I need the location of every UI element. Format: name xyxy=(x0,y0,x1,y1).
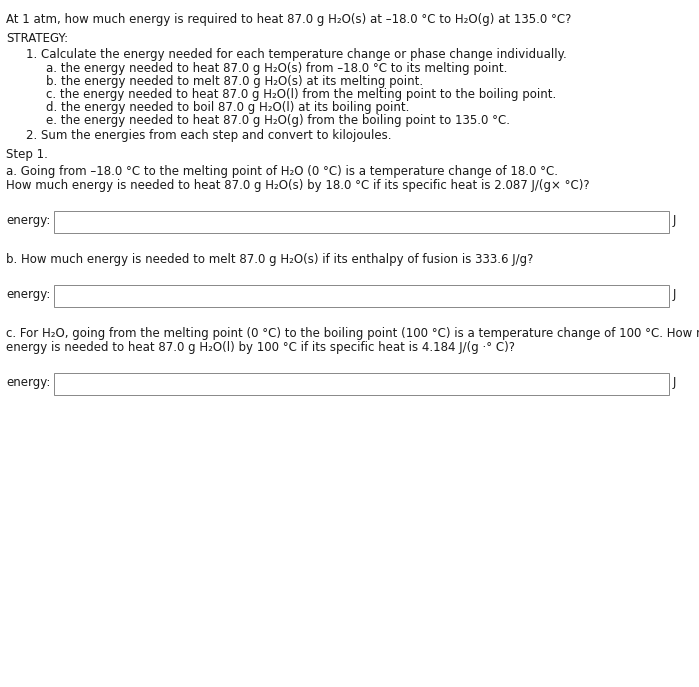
Text: STRATEGY:: STRATEGY: xyxy=(6,32,68,45)
Bar xyxy=(54,373,669,395)
Text: J: J xyxy=(673,214,677,227)
Bar xyxy=(54,285,669,307)
Text: J: J xyxy=(673,376,677,389)
Text: b. the energy needed to melt 87.0 g H₂O(s) at its melting point.: b. the energy needed to melt 87.0 g H₂O(… xyxy=(46,75,423,88)
Text: d. the energy needed to boil 87.0 g H₂O(l) at its boiling point.: d. the energy needed to boil 87.0 g H₂O(… xyxy=(46,101,410,114)
Text: Step 1.: Step 1. xyxy=(6,148,48,161)
Text: 2. Sum the energies from each step and convert to kilojoules.: 2. Sum the energies from each step and c… xyxy=(26,129,391,142)
Text: a. the energy needed to heat 87.0 g H₂O(s) from –18.0 °C to its melting point.: a. the energy needed to heat 87.0 g H₂O(… xyxy=(46,62,507,75)
Text: At 1 atm, how much energy is required to heat 87.0 g H₂O(s) at –18.0 °C to H₂O(g: At 1 atm, how much energy is required to… xyxy=(6,13,571,26)
Bar xyxy=(54,211,669,233)
Text: c. For H₂O, going from the melting point (0 °C) to the boiling point (100 °C) is: c. For H₂O, going from the melting point… xyxy=(6,327,699,340)
Text: e. the energy needed to heat 87.0 g H₂O(g) from the boiling point to 135.0 °C.: e. the energy needed to heat 87.0 g H₂O(… xyxy=(46,114,510,127)
Text: b. How much energy is needed to melt 87.0 g H₂O(s) if its enthalpy of fusion is : b. How much energy is needed to melt 87.… xyxy=(6,253,533,266)
Text: energy:: energy: xyxy=(6,376,50,389)
Text: energy is needed to heat 87.0 g H₂O(l) by 100 °C if its specific heat is 4.184 J: energy is needed to heat 87.0 g H₂O(l) b… xyxy=(6,341,515,354)
Text: a. Going from –18.0 °C to the melting point of H₂O (0 °C) is a temperature chang: a. Going from –18.0 °C to the melting po… xyxy=(6,165,558,178)
Text: 1. Calculate the energy needed for each temperature change or phase change indiv: 1. Calculate the energy needed for each … xyxy=(26,48,567,61)
Text: energy:: energy: xyxy=(6,288,50,301)
Text: c. the energy needed to heat 87.0 g H₂O(l) from the melting point to the boiling: c. the energy needed to heat 87.0 g H₂O(… xyxy=(46,88,556,101)
Text: J: J xyxy=(673,288,677,301)
Text: How much energy is needed to heat 87.0 g H₂O(s) by 18.0 °C if its specific heat : How much energy is needed to heat 87.0 g… xyxy=(6,179,590,192)
Text: energy:: energy: xyxy=(6,214,50,227)
